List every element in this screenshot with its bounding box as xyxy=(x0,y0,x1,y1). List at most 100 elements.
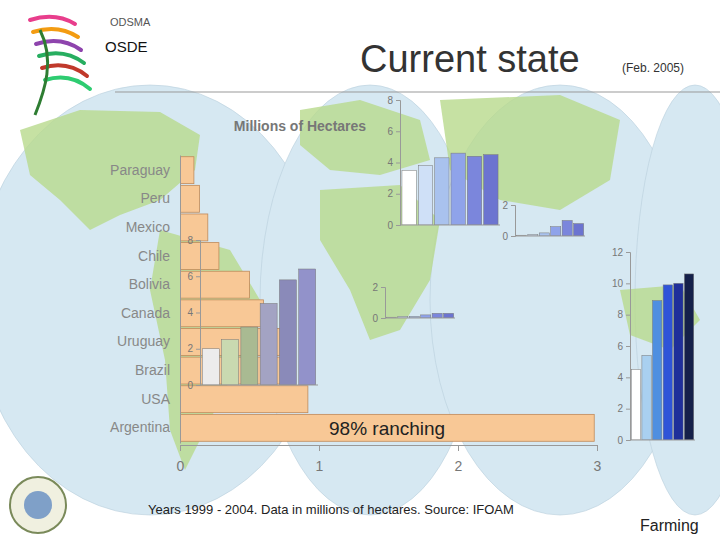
baseline xyxy=(400,225,500,226)
tick-mark xyxy=(381,318,385,319)
bar xyxy=(279,280,296,385)
bar xyxy=(432,313,442,318)
chart: 024681012 xyxy=(612,247,695,446)
tick-label: 2 xyxy=(455,458,463,474)
tick-mark xyxy=(396,100,400,101)
bars xyxy=(386,313,453,318)
bar xyxy=(562,221,572,237)
tick: 2 xyxy=(387,188,400,199)
bar xyxy=(180,214,208,241)
yticks-axis: 02468 xyxy=(387,95,400,231)
tick-label: 12 xyxy=(612,247,624,258)
tick-label: 0 xyxy=(372,313,378,324)
axis-line xyxy=(381,288,386,319)
logo-stroke xyxy=(45,77,90,89)
bar xyxy=(180,300,263,327)
bar xyxy=(631,370,640,441)
tick: 0 xyxy=(177,445,185,474)
bar xyxy=(574,224,584,236)
tick: USA xyxy=(141,391,180,407)
tick: 3 xyxy=(594,445,602,474)
header-rule xyxy=(115,92,720,93)
bars xyxy=(631,274,693,440)
tick-mark xyxy=(196,240,200,241)
tick: Bolivia xyxy=(129,276,180,292)
bar xyxy=(241,327,258,385)
tick: 8 xyxy=(617,309,630,320)
tick: 2 xyxy=(372,282,385,293)
tick: 2 xyxy=(502,200,515,211)
bar xyxy=(642,355,651,440)
tick-mark xyxy=(180,445,181,451)
baseline xyxy=(200,385,318,386)
bar xyxy=(222,340,239,385)
bar xyxy=(180,271,250,298)
bar xyxy=(299,269,316,385)
baseline xyxy=(630,440,695,441)
bars xyxy=(402,153,498,225)
tick-label: 0 xyxy=(177,458,185,474)
annotation: 98% ranching xyxy=(329,418,445,439)
yticks-axis: 024681012 xyxy=(612,247,631,446)
tick: 6 xyxy=(387,126,400,137)
bar xyxy=(402,170,416,225)
tick-label: 2 xyxy=(187,343,193,354)
bar xyxy=(180,386,308,413)
tick: 12 xyxy=(612,247,630,258)
tick-label: Uruguay xyxy=(117,333,170,349)
tick-mark xyxy=(319,445,320,451)
bars xyxy=(202,269,315,385)
logo-stroke xyxy=(30,17,75,24)
tick-mark xyxy=(626,283,630,284)
org: ODSMA xyxy=(110,16,151,28)
logo-stem xyxy=(35,30,48,115)
tick-label: 8 xyxy=(387,95,393,106)
tick-mark xyxy=(626,440,630,441)
tick: 0 xyxy=(372,313,385,324)
footnote: Years 1999 - 2004. Data in millions of h… xyxy=(148,502,514,517)
tick-mark xyxy=(626,346,630,347)
tick-mark xyxy=(396,225,400,226)
baseline xyxy=(515,236,585,237)
bar xyxy=(180,157,194,184)
bar xyxy=(484,155,498,225)
tick-label: 6 xyxy=(387,126,393,137)
tick-mark xyxy=(196,313,200,314)
tick: 4 xyxy=(187,307,200,318)
tick-label: Peru xyxy=(140,190,170,206)
tick: Argentina xyxy=(110,419,180,435)
bar xyxy=(418,166,432,225)
tick-mark xyxy=(511,205,515,206)
seal xyxy=(10,477,66,533)
tick-mark xyxy=(626,409,630,410)
tick-label: 2 xyxy=(387,188,393,199)
tick-label: USA xyxy=(141,391,170,407)
corner-label: Farming xyxy=(640,517,699,534)
tick: 8 xyxy=(187,235,200,246)
tick-mark xyxy=(626,315,630,316)
bars xyxy=(180,157,594,442)
bar xyxy=(180,414,594,441)
tick: 0 xyxy=(387,220,400,231)
tick-mark xyxy=(196,276,200,277)
tick-label: Canada xyxy=(121,305,170,321)
tick-mark xyxy=(396,131,400,132)
bar xyxy=(444,313,454,318)
unit: OSDE xyxy=(105,38,148,55)
yticks-axis: 02 xyxy=(502,200,515,242)
bars xyxy=(516,221,583,237)
tick-label: 0 xyxy=(387,220,393,231)
baseline xyxy=(385,318,455,319)
tick-label: 0 xyxy=(502,231,508,242)
tick-label: 0 xyxy=(187,380,193,391)
seal-core xyxy=(24,491,52,519)
xticks-axis: 0 1 2 3 xyxy=(177,445,602,474)
tick-label: Brazil xyxy=(135,362,170,378)
bar xyxy=(260,303,277,385)
tick-label: Paraguay xyxy=(110,162,170,178)
tick-mark xyxy=(597,445,598,451)
tick-label: 1 xyxy=(316,458,324,474)
tick-mark xyxy=(196,385,200,386)
tick: 0 xyxy=(502,231,515,242)
axis-line xyxy=(511,206,516,237)
